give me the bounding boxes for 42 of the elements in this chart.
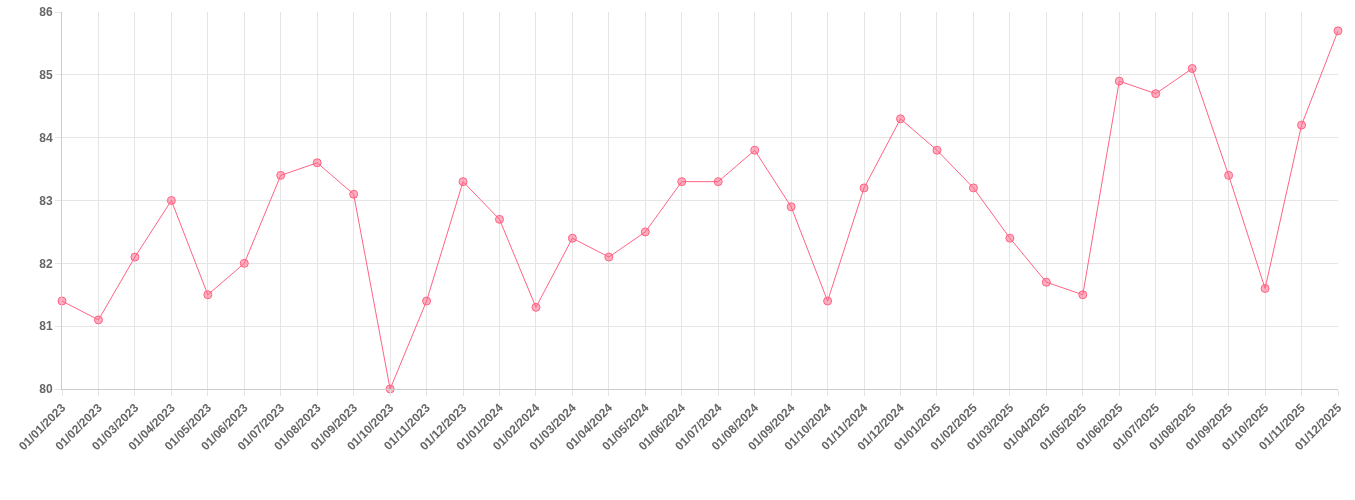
point bbox=[786, 202, 796, 212]
point bbox=[166, 196, 176, 205]
y-tick-label: 80 bbox=[39, 382, 53, 397]
point bbox=[1297, 120, 1307, 130]
point bbox=[713, 177, 723, 187]
y-tick-label: 82 bbox=[39, 256, 53, 271]
point bbox=[93, 315, 103, 325]
point bbox=[823, 296, 833, 306]
y-tick-label: 83 bbox=[39, 193, 53, 208]
point bbox=[640, 227, 650, 237]
point bbox=[1114, 76, 1124, 86]
point bbox=[750, 145, 760, 155]
point bbox=[349, 189, 359, 199]
point bbox=[1041, 277, 1051, 287]
point bbox=[531, 302, 541, 312]
point bbox=[312, 158, 322, 168]
point bbox=[859, 183, 869, 193]
y-tick-label: 85 bbox=[39, 68, 53, 83]
y-tick-label: 84 bbox=[39, 130, 53, 145]
point bbox=[276, 170, 286, 180]
y-tick-label: 86 bbox=[39, 5, 53, 20]
point bbox=[130, 252, 140, 262]
point bbox=[239, 258, 249, 268]
point bbox=[932, 145, 942, 155]
point bbox=[1005, 233, 1015, 243]
point bbox=[968, 183, 978, 193]
point bbox=[1151, 89, 1161, 99]
point bbox=[458, 177, 468, 187]
point bbox=[494, 214, 504, 224]
point bbox=[57, 296, 67, 306]
point bbox=[422, 296, 432, 306]
y-tick-label: 81 bbox=[39, 319, 53, 334]
point bbox=[1187, 64, 1197, 74]
point bbox=[1078, 290, 1088, 300]
point bbox=[604, 252, 614, 262]
point bbox=[1224, 170, 1234, 180]
point bbox=[567, 233, 577, 243]
point bbox=[203, 290, 213, 300]
point bbox=[1260, 283, 1270, 293]
point bbox=[896, 114, 906, 124]
point bbox=[677, 177, 687, 187]
point bbox=[1333, 26, 1343, 36]
